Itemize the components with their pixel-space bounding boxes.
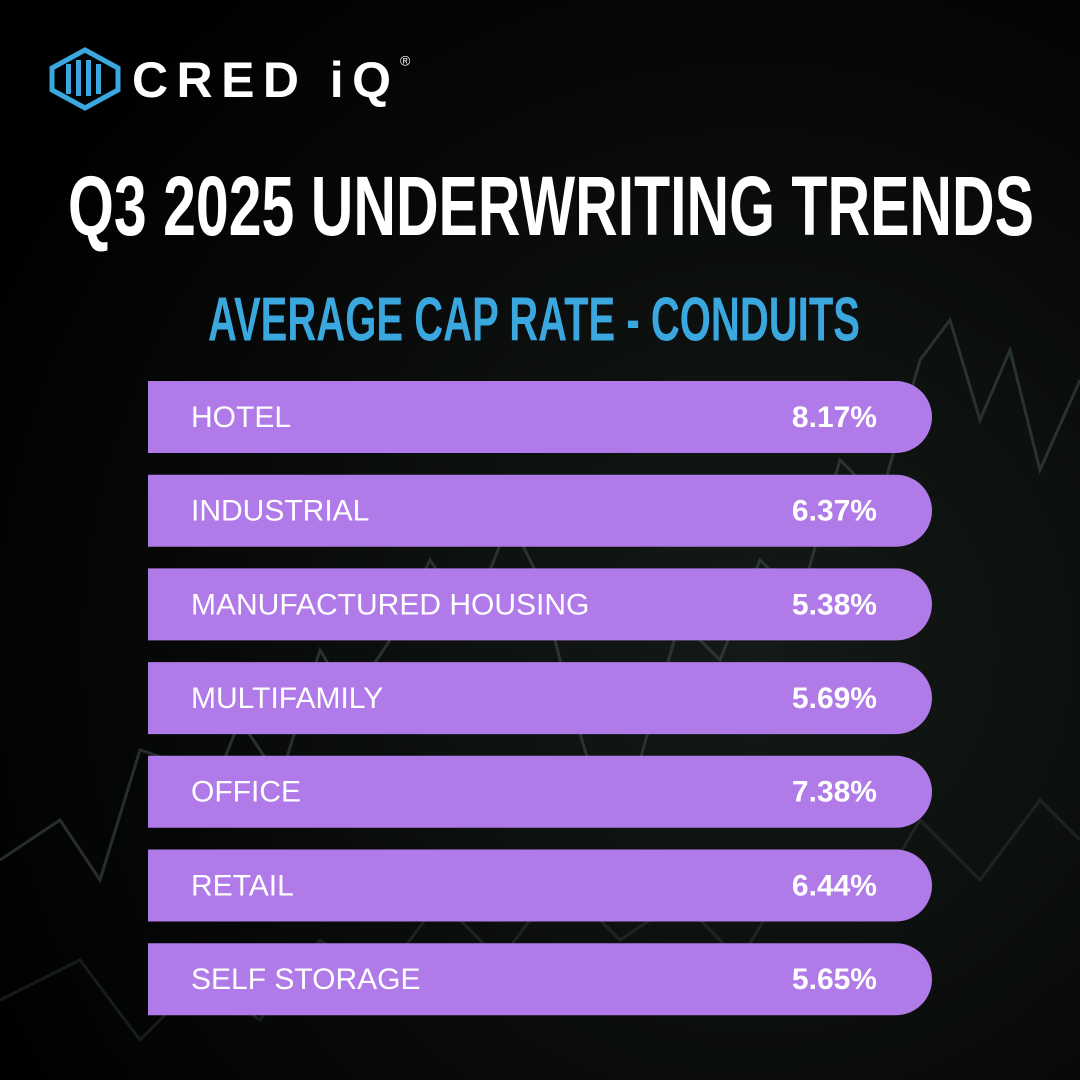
row-label: INDUSTRIAL [191, 495, 369, 528]
row-value: 7.38% [792, 776, 877, 809]
row-background [148, 662, 932, 735]
row-label: HOTEL [191, 401, 291, 434]
row-label: SELF STORAGE [191, 963, 421, 996]
row-label: RETAIL [191, 869, 294, 902]
row-value: 5.65% [792, 963, 877, 996]
row-value: 8.17% [792, 401, 877, 434]
logo-icon [49, 47, 121, 111]
row-background [148, 474, 932, 547]
row-background [148, 755, 932, 828]
subtitle: AVERAGE CAP RATE - CONDUITS [208, 285, 860, 354]
title: Q3 2025 UNDERWRITING TRENDS [68, 159, 1034, 253]
row-label: OFFICE [191, 776, 301, 809]
rows: HOTEL 8.17% INDUSTRIAL 6.37% MANUFACTURED HO… [148, 381, 932, 1016]
row-background [148, 849, 932, 922]
row-value: 6.44% [792, 869, 877, 902]
row-background [148, 381, 932, 453]
row-background [148, 568, 932, 641]
row-value: 5.38% [792, 588, 877, 621]
row-value: 5.69% [792, 682, 877, 715]
row-label: MANUFACTURED HOUSING [191, 588, 589, 621]
row-value: 6.37% [792, 495, 877, 528]
row-background [148, 943, 932, 1016]
logo-mark: ® [400, 53, 411, 69]
row-label: MULTIFAMILY [191, 682, 383, 715]
logo-text: CRED iQ [132, 52, 397, 108]
